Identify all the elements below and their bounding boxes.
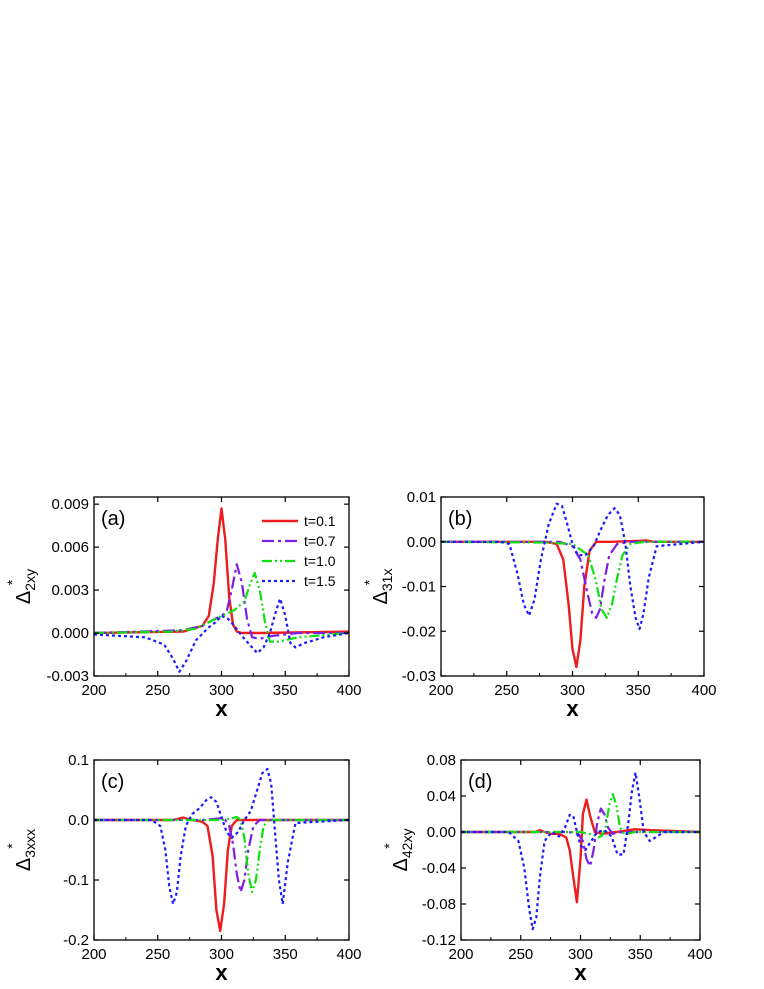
panel-b: 200 250 300 350 400 -0.03 -0.02 -0.01 0.00 0.01 (b… [361,489,717,721]
panel-c: 200 250 300 350 400 -0.2 -0.1 0.0 0.1 (c) x Δ3xxx* [4,752,362,985]
panel-label: (a) [101,508,125,530]
y-tick-label: -0.2 [63,932,89,949]
plot-frame [93,759,350,941]
x-axis-label: x [215,960,228,985]
y-tick-label: 0.009 [51,496,89,513]
legend-entry: t=0.1 [304,513,336,529]
panel-label: (d) [468,771,492,793]
x-tick-label: 200 [81,682,106,699]
x-axis-label: x [574,960,587,985]
y-tick-label: 0.04 [427,788,456,805]
series-group [94,767,349,933]
x-tick-label: 250 [494,682,519,699]
series-line-t10 [94,571,349,643]
y-axis-label-superscript: * [4,843,20,849]
y-axis-label-superscript: * [4,579,20,585]
y-tick-label: 0.01 [407,489,436,506]
series-group [441,502,704,669]
panel-label: (c) [101,771,124,793]
y-tick-label: -0.02 [402,623,436,640]
x-axis-label: x [215,696,228,721]
x-tick-label: 300 [560,682,585,699]
series-line-t10 [94,815,349,894]
x-tick-label: 350 [273,946,298,963]
series-line-t07 [461,807,700,868]
y-axis-label: Δ42xy [390,829,415,872]
legend-entry: t=1.0 [304,553,336,569]
y-tick-label: 0.003 [51,582,89,599]
panel-d: 200 250 300 350 400 -0.12 -0.08 -0.04 0.00 0.04 0.… [381,752,713,985]
series-group [461,771,700,931]
y-tick-label: 0.000 [51,625,89,642]
x-tick-label: 300 [568,946,593,963]
y-tick-label: 0.0 [68,812,89,829]
y-tick-label: -0.04 [422,860,456,877]
x-tick-label: 350 [626,682,651,699]
series-line-t01 [441,539,704,669]
y-tick-label: -0.01 [402,579,436,596]
y-tick-label: 0.08 [427,752,456,769]
y-tick-label: -0.12 [422,932,456,949]
x-tick-label: 200 [81,946,106,963]
y-tick-label: 0.00 [427,824,456,841]
legend-entry: t=1.5 [304,573,336,589]
y-axis-label: Δ31x [370,569,395,605]
series-group [94,507,349,673]
x-tick-label: 400 [336,682,361,699]
y-tick-label: -0.003 [46,668,89,685]
panel-label: (b) [448,508,472,530]
series-line-t10 [441,540,704,619]
panel-a: 200 250 300 350 400 -0.003 0.000 0.003 0.006 0.00… [4,496,362,721]
y-tick-label: 0.1 [68,752,89,769]
series-line-t01 [461,798,700,904]
x-tick-label: 250 [508,946,533,963]
y-tick-label: -0.08 [422,896,456,913]
x-tick-label: 400 [687,946,712,963]
legend: t=0.1 t=0.7 t=1.0 t=1.5 [262,513,336,589]
x-axis-label: x [566,696,579,721]
x-tick-label: 350 [273,682,298,699]
series-line-t01 [94,816,349,933]
series-line-t07 [441,540,704,619]
y-axis-label: Δ3xxx [13,829,38,871]
y-tick-label: 0.006 [51,539,89,556]
x-tick-label: 400 [336,946,361,963]
series-line-t15 [441,502,704,631]
y-tick-label: -0.03 [402,668,436,685]
series-line-t15 [461,771,700,931]
y-axis-label-superscript: * [381,843,397,849]
x-tick-label: 300 [209,946,234,963]
y-axis-label-superscript: * [361,579,377,585]
x-tick-label: 250 [145,682,170,699]
x-tick-label: 250 [145,946,170,963]
legend-entry: t=0.7 [304,533,336,549]
x-tick-label: 400 [691,682,716,699]
y-axis-label: Δ2xy [13,569,38,604]
x-tick-label: 350 [628,946,653,963]
y-tick-label: 0.00 [407,534,436,551]
y-tick-label: -0.1 [63,872,89,889]
x-tick-label: 200 [448,946,473,963]
series-line-t15 [94,597,349,673]
x-tick-label: 300 [209,682,234,699]
series-line-t07 [94,817,349,894]
x-tick-label: 200 [428,682,453,699]
series-line-t15 [94,767,349,906]
